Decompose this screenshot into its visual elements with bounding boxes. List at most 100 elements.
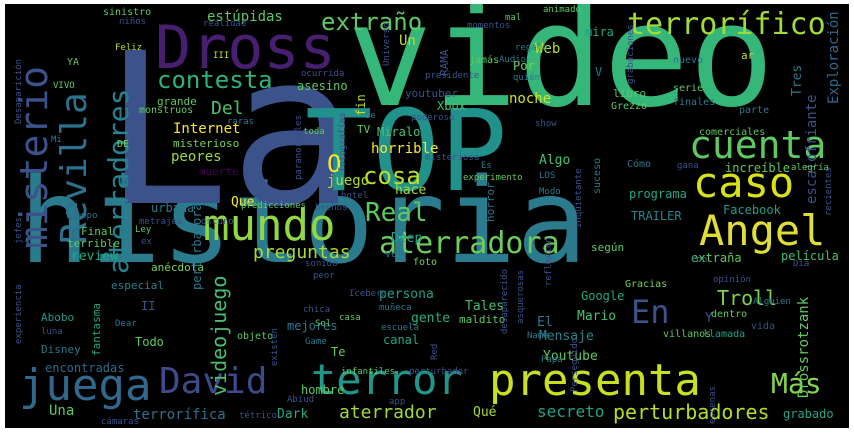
word-horrible: horrible — [371, 141, 439, 157]
word-grande: grande — [157, 95, 197, 108]
word-v: V — [595, 65, 603, 79]
word-regalo: regalo — [515, 43, 548, 53]
word-muneca: muñeca — [379, 303, 412, 313]
word-sol: Sol — [315, 319, 332, 329]
word-con: Con — [691, 255, 708, 265]
word-recientes: recientes — [824, 167, 834, 216]
word-misterioso: misterioso — [173, 137, 240, 150]
word-ii: II — [141, 299, 156, 313]
word-mas: Más — [771, 367, 822, 400]
word-iii: III — [213, 51, 230, 61]
word-perturbador: perturbador — [409, 367, 469, 377]
word-aterradora: aterradora — [379, 226, 560, 261]
word-top: TOP — [305, 87, 508, 217]
word-dross: Dross — [155, 13, 336, 83]
word-cuenta: cuenta — [689, 123, 827, 167]
word-gente: gente — [411, 311, 451, 326]
word-vida: vida — [751, 321, 776, 332]
word-peor: peor — [313, 271, 335, 281]
word-juego: juego — [327, 173, 370, 189]
word-contesta: contesta — [157, 66, 273, 94]
word-alguien: Alguien — [753, 297, 791, 307]
word-casa: casa — [339, 313, 361, 323]
word-historia: historia — [19, 152, 588, 290]
word-escuela: escuela — [381, 323, 419, 333]
word-xbox: Xbox — [437, 99, 466, 113]
word-cosa: cosa — [363, 162, 421, 190]
word-ya: YA — [67, 57, 80, 68]
word-extrana: extraña — [691, 251, 742, 265]
word-internet: Internet — [173, 121, 241, 137]
word-red: Red — [430, 343, 440, 360]
word-ex: ex — [141, 237, 152, 247]
word-horror: horror — [484, 182, 497, 222]
word-app: app — [389, 397, 406, 407]
word-inquietante: inquietante — [574, 168, 584, 228]
word-game: Game — [305, 337, 327, 347]
word-paranormales: paranormales — [294, 114, 304, 180]
word-la: La — [103, 8, 356, 253]
word-nuevo: nuevo — [673, 55, 704, 66]
word-villanos: villanos — [663, 329, 712, 340]
word-real: Real — [365, 198, 428, 228]
word-tiempo: tiempo — [65, 211, 98, 221]
word-preguntas: preguntas — [253, 242, 351, 263]
word-animado: animado — [543, 5, 581, 15]
word-youtuber: youtuber — [405, 87, 458, 100]
word-juega: juega — [19, 360, 152, 411]
word-mira: mira — [585, 25, 614, 39]
word-chica: chica — [303, 305, 331, 315]
word-hotel: hotel — [341, 191, 369, 201]
word-web: Web — [535, 41, 561, 57]
word-segun: según — [591, 241, 625, 254]
word-papa: Papa — [541, 355, 563, 365]
word-disney: Disney — [41, 343, 81, 356]
word-toda: toda — [303, 127, 325, 137]
word-name: Name — [527, 331, 549, 341]
word-vivo: VIVO — [53, 81, 75, 91]
word-y: Y — [705, 311, 713, 326]
word-mal: mal — [505, 13, 522, 23]
word-opinion: opinión — [713, 275, 751, 285]
word-sonido: sonido — [305, 259, 338, 269]
word-ar: ar — [741, 49, 755, 62]
word-quien: quién — [513, 73, 541, 83]
word-tres: Tres — [790, 64, 805, 96]
word-google: Google — [581, 289, 625, 303]
word-modo: Modo — [539, 187, 561, 197]
word-en: En — [631, 293, 670, 331]
word-llamada: llamada — [703, 329, 746, 340]
word-jamas: jamás — [469, 55, 500, 66]
word-angel: Angel — [699, 206, 826, 255]
word-dear: Dear — [115, 319, 137, 329]
word-extrano: extraño — [321, 8, 423, 36]
word-exploracion: Exploración — [826, 11, 842, 104]
word-que: Que — [231, 195, 255, 210]
word-todo: Todo — [135, 335, 164, 349]
word-infantiles: infantiles — [341, 367, 396, 377]
word-canal: canal — [383, 333, 420, 347]
word-encontradas: encontradas — [45, 361, 125, 375]
word-presidente: presidente — [425, 71, 480, 81]
word-suceso: suceso — [592, 157, 603, 194]
word-estupidas: estúpidas — [207, 9, 283, 25]
word-desaparicion: Desaparición — [14, 58, 24, 124]
word-review: review — [71, 249, 118, 264]
word-david: David — [159, 361, 268, 402]
word-ninos: niños — [119, 17, 147, 27]
word-escenas: escenas — [708, 386, 718, 424]
word-peores: peores — [171, 149, 222, 165]
word-que-acc: Qué — [473, 405, 497, 420]
word-cloud: historia La video TOP Dross caso cuenta … — [5, 4, 849, 428]
word-predicciones: predicciones — [241, 201, 307, 211]
word-o: O — [327, 150, 342, 178]
word-pelicula: película — [781, 249, 839, 263]
word-misteriosa: misteriosa — [425, 153, 480, 163]
word-oscuro: oscuro — [201, 217, 234, 227]
word-foto: foto — [413, 257, 438, 268]
word-iceberg: Iceberg — [349, 289, 387, 299]
word-drossrotzank: Drossrotzank — [796, 296, 812, 398]
word-abiud: Abiud — [287, 395, 315, 405]
word-noche: noche — [509, 91, 552, 107]
